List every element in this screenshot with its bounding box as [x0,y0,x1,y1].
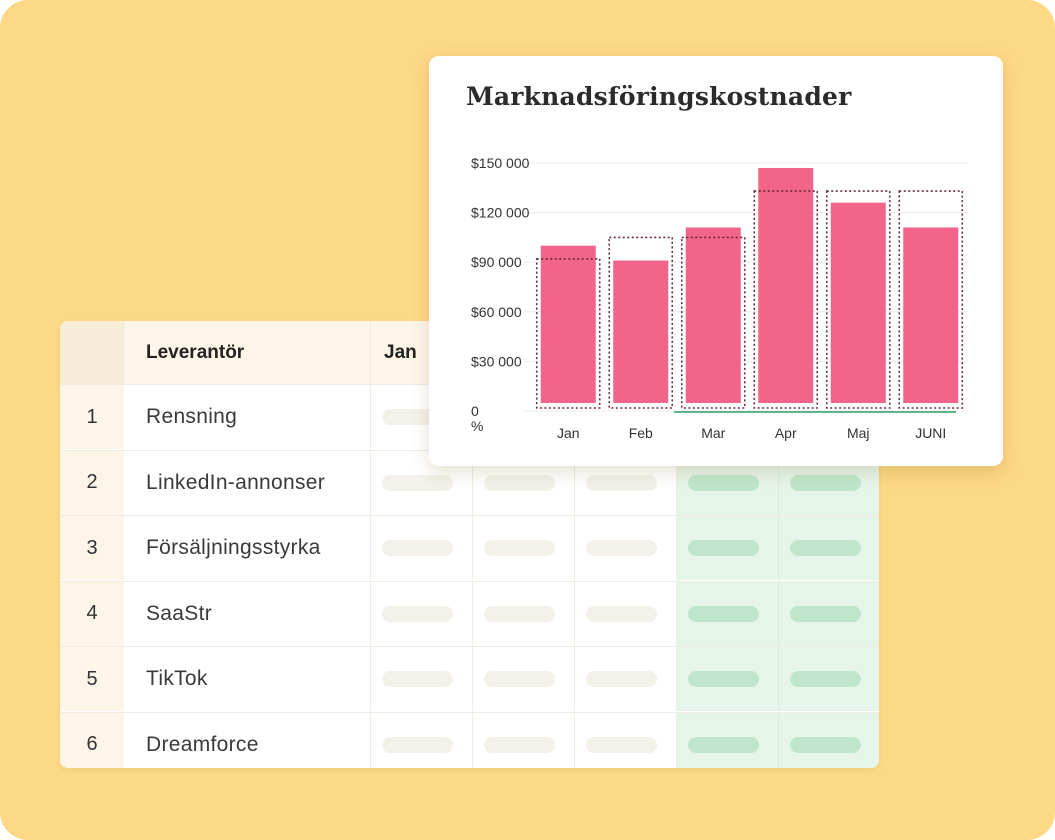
placeholder-pill [382,671,453,687]
placeholder-pill [382,736,453,753]
placeholder-pill [382,540,453,556]
value-cell[interactable] [575,712,677,768]
bar [830,202,886,403]
placeholder-pill [790,605,861,622]
x-tick-label: Maj [847,425,870,441]
placeholder-pill [484,671,555,687]
bar [758,167,814,403]
x-tick-label: Jan [557,425,580,441]
value-cell[interactable] [779,647,879,711]
placeholder-pill [586,671,657,687]
placeholder-pill [790,540,861,556]
value-cell[interactable] [473,581,575,646]
value-cell[interactable] [371,581,473,646]
vendor-name-cell[interactable]: LinkedIn-annonser [124,450,371,515]
value-cell[interactable] [473,712,575,768]
bar [685,227,741,403]
bar [540,245,596,403]
vendor-name-cell[interactable]: SaaStr [124,581,371,646]
placeholder-pill [586,605,657,622]
value-cell[interactable] [779,516,879,580]
table-grid: Leverantör Jan 1 Rensning 2 LinkedIn-annons… [60,321,879,768]
y-tick-label: $30 000 [471,353,522,369]
table-row[interactable]: 4 SaaStr [60,580,879,646]
value-cell[interactable] [575,647,677,711]
x-tick-label: Feb [629,425,653,441]
placeholder-pill [688,671,759,687]
bar-chart: 0 $30 000 $60 000 $90 000 $120 000 $150 000% J… [471,155,969,441]
y-tick-label: $60 000 [471,304,522,320]
target-outline [680,236,746,409]
placeholder-pill [484,474,555,491]
table-row[interactable]: 3 Försäljningsstyrka [60,515,879,580]
table-row[interactable]: 6 Dreamforce [60,711,879,768]
placeholder-pill [382,605,453,622]
row-index: 2 [60,450,124,515]
target-outline [608,236,674,409]
target-outline [825,190,891,409]
vendor-name-cell[interactable]: TikTok [124,647,371,711]
y-tick-label: $120 000 [471,205,530,221]
value-cell[interactable] [575,516,677,580]
y-tick-label: $90 000 [471,254,522,270]
value-cell[interactable] [473,516,575,580]
x-tick-label: Apr [775,425,797,441]
value-cell[interactable] [677,581,779,646]
placeholder-pill [790,736,861,753]
x-tick-label: JUNI [915,425,946,441]
y-tick-label: 0 [471,403,479,419]
table-row[interactable]: 5 TikTok [60,646,879,711]
table-row[interactable]: 2 LinkedIn-annonser [60,449,879,515]
y-unit-label: % [471,418,483,434]
target-outline [898,190,964,409]
row-index: 5 [60,647,124,711]
target-outline [753,190,819,409]
value-cell[interactable] [371,647,473,711]
vendor-name-cell[interactable]: Försäljningsstyrka [124,516,371,580]
value-cell[interactable] [677,516,779,580]
value-cell[interactable] [779,712,879,768]
placeholder-pill [484,605,555,622]
y-tick-label: $150 000 [471,155,530,171]
row-index: 4 [60,581,124,646]
value-cell[interactable] [473,647,575,711]
row-index: 1 [60,385,124,449]
placeholder-pill [688,605,759,622]
value-cell[interactable] [575,450,677,515]
header-index-cell [60,321,124,384]
header-vendor[interactable]: Leverantör [124,321,371,384]
row-index: 3 [60,516,124,580]
value-cell[interactable] [677,647,779,711]
placeholder-pill [484,736,555,753]
chart-card: Marknadsföringskostnader 0 $30 000 $60 000… [429,56,1003,466]
row-index: 6 [60,712,124,768]
x-tick-label: Mar [701,425,725,441]
placeholder-pill [586,736,657,753]
bar [613,260,669,403]
placeholder-pill [688,540,759,556]
value-cell[interactable] [371,450,473,515]
placeholder-pill [484,540,555,556]
placeholder-pill [586,540,657,556]
value-cell[interactable] [779,581,879,646]
vendor-name-cell[interactable]: Rensning [124,385,371,449]
value-cell[interactable] [473,450,575,515]
value-cell[interactable] [575,581,677,646]
placeholder-pill [790,671,861,687]
placeholder-pill [382,474,453,491]
value-cell[interactable] [677,712,779,768]
target-outline [535,258,601,409]
bar [903,227,959,403]
placeholder-pill [586,474,657,491]
value-cell[interactable] [371,516,473,580]
placeholder-pill [688,736,759,753]
value-cell[interactable] [371,712,473,768]
placeholder-pill [688,474,759,491]
chart-title: Marknadsföringskostnader [466,82,852,111]
placeholder-pill [790,474,861,491]
vendor-name-cell[interactable]: Dreamforce [124,712,371,768]
